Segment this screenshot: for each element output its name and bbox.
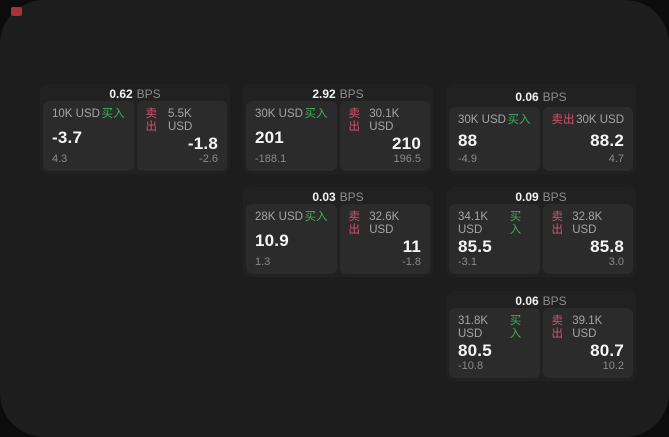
sell-panel[interactable]: 卖出 32.6K USD 11 -1.8 <box>339 204 430 274</box>
sell-button[interactable]: 卖出 <box>551 114 575 126</box>
quote-panels: 30K USD 买入 88 -4.9 卖出 30K USD 88.2 4.7 <box>446 107 636 174</box>
sell-secondary-value: 196.5 <box>393 153 421 165</box>
sell-amount: 39.1K USD <box>572 315 603 340</box>
sell-button[interactable]: 卖出 <box>551 315 564 340</box>
spread-unit: BPS <box>542 89 567 104</box>
quote-card: 2.92 BPS 30K USD 买入 201 -188.1 卖出 30.1K … <box>243 84 433 174</box>
buy-amount: 10K USD <box>52 108 100 120</box>
sell-price: -1.8 <box>187 134 218 153</box>
buy-price: 10.9 <box>255 230 289 250</box>
buy-amount: 30K USD <box>255 108 303 120</box>
spread-unit: BPS <box>136 86 161 101</box>
spread-unit: BPS <box>339 86 364 101</box>
quote-card: 0.06 BPS 30K USD 买入 88 -4.9 卖出 30K USD 8… <box>446 84 636 174</box>
sell-button[interactable]: 卖出 <box>348 211 361 236</box>
sell-price: 88.2 <box>590 130 624 150</box>
sell-button[interactable]: 卖出 <box>145 108 158 133</box>
buy-price: 201 <box>255 127 284 147</box>
buy-amount: 28K USD <box>255 211 303 223</box>
buy-panel[interactable]: 28K USD 买入 10.9 1.3 <box>246 204 337 274</box>
sell-amount: 32.6K USD <box>369 211 400 236</box>
quote-card: 0.09 BPS 34.1K USD 买入 85.5 -3.1 卖出 32.8K… <box>446 187 636 277</box>
sell-amount: 5.5K USD <box>167 108 193 133</box>
buy-secondary-value: -4.9 <box>458 153 477 165</box>
buy-secondary-value: -3.1 <box>458 256 477 268</box>
card-header: 0.06 BPS <box>446 291 636 308</box>
buy-secondary-value: -188.1 <box>255 153 287 165</box>
card-header: 0.09 BPS <box>446 187 636 204</box>
buy-button[interactable]: 买入 <box>101 108 125 120</box>
quote-panels: 28K USD 买入 10.9 1.3 卖出 32.6K USD 11 -1.8 <box>243 204 433 277</box>
sell-price: 11 <box>402 237 421 256</box>
sell-amount: 30K USD <box>576 114 624 126</box>
spread-value: 0.06 <box>515 293 539 308</box>
quote-card: 0.06 BPS 31.8K USD 买入 80.5 -10.8 卖出 39.1… <box>446 291 636 381</box>
quote-panels: 30K USD 买入 201 -188.1 卖出 30.1K USD 210 1… <box>243 101 433 174</box>
card-header: 0.03 BPS <box>243 187 433 204</box>
sell-price: 210 <box>392 134 421 153</box>
sell-panel[interactable]: 卖出 5.5K USD -1.8 -2.6 <box>136 101 227 171</box>
sell-secondary-value: -1.8 <box>402 256 421 268</box>
spread-value: 0.03 <box>312 189 336 204</box>
buy-button[interactable]: 买入 <box>304 108 328 120</box>
spread-value: 0.06 <box>515 89 539 104</box>
sell-panel[interactable]: 卖出 39.1K USD 80.7 10.2 <box>542 308 633 378</box>
sell-secondary-value: -2.6 <box>199 153 218 165</box>
buy-secondary-value: 1.3 <box>255 256 271 268</box>
sell-secondary-value: 3.0 <box>608 256 624 268</box>
sell-price: 85.8 <box>590 237 624 256</box>
sell-panel[interactable]: 卖出 32.8K USD 85.8 3.0 <box>542 204 633 274</box>
red-marker-icon <box>11 7 22 16</box>
buy-price: 88 <box>458 130 478 150</box>
buy-panel[interactable]: 34.1K USD 买入 85.5 -3.1 <box>449 204 540 274</box>
buy-secondary-value: -10.8 <box>458 360 484 372</box>
sell-button[interactable]: 卖出 <box>348 108 361 133</box>
card-header: 0.06 BPS <box>446 84 636 107</box>
sell-button[interactable]: 卖出 <box>551 211 564 236</box>
buy-amount: 34.1K USD <box>458 211 489 236</box>
buy-price: 80.5 <box>458 341 492 360</box>
sell-amount: 30.1K USD <box>369 108 400 133</box>
buy-secondary-value: 4.3 <box>52 153 68 165</box>
quote-panels: 31.8K USD 买入 80.5 -10.8 卖出 39.1K USD 80.… <box>446 308 636 381</box>
card-header: 0.62 BPS <box>40 84 230 101</box>
buy-button[interactable]: 买入 <box>507 114 531 126</box>
sell-secondary-value: 10.2 <box>602 360 624 372</box>
card-header: 2.92 BPS <box>243 84 433 101</box>
buy-panel[interactable]: 30K USD 买入 201 -188.1 <box>246 101 337 171</box>
buy-amount: 30K USD <box>458 114 506 126</box>
buy-price: 85.5 <box>458 237 492 256</box>
quote-card: 0.62 BPS 10K USD 买入 -3.7 4.3 卖出 5.5K USD… <box>40 84 230 174</box>
buy-price: -3.7 <box>52 127 83 147</box>
sell-secondary-value: 4.7 <box>608 153 624 165</box>
spread-value: 0.62 <box>109 86 133 101</box>
buy-panel[interactable]: 10K USD 买入 -3.7 4.3 <box>43 101 134 171</box>
buy-button[interactable]: 买入 <box>509 211 522 236</box>
spread-value: 0.09 <box>515 189 539 204</box>
buy-button[interactable]: 买入 <box>304 211 328 223</box>
spread-value: 2.92 <box>312 86 336 101</box>
buy-amount: 31.8K USD <box>458 315 489 340</box>
spread-unit: BPS <box>542 293 567 308</box>
spread-unit: BPS <box>339 189 364 204</box>
buy-panel[interactable]: 31.8K USD 买入 80.5 -10.8 <box>449 308 540 378</box>
buy-panel[interactable]: 30K USD 买入 88 -4.9 <box>449 107 540 171</box>
sell-panel[interactable]: 卖出 30.1K USD 210 196.5 <box>339 101 430 171</box>
spread-unit: BPS <box>542 189 567 204</box>
buy-button[interactable]: 买入 <box>509 315 522 340</box>
sell-price: 80.7 <box>590 341 624 360</box>
sell-amount: 32.8K USD <box>572 211 603 236</box>
sell-panel[interactable]: 卖出 30K USD 88.2 4.7 <box>542 107 633 171</box>
quote-panels: 34.1K USD 买入 85.5 -3.1 卖出 32.8K USD 85.8… <box>446 204 636 277</box>
quote-card: 0.03 BPS 28K USD 买入 10.9 1.3 卖出 32.6K US… <box>243 187 433 277</box>
quote-panels: 10K USD 买入 -3.7 4.3 卖出 5.5K USD -1.8 -2.… <box>40 101 230 174</box>
